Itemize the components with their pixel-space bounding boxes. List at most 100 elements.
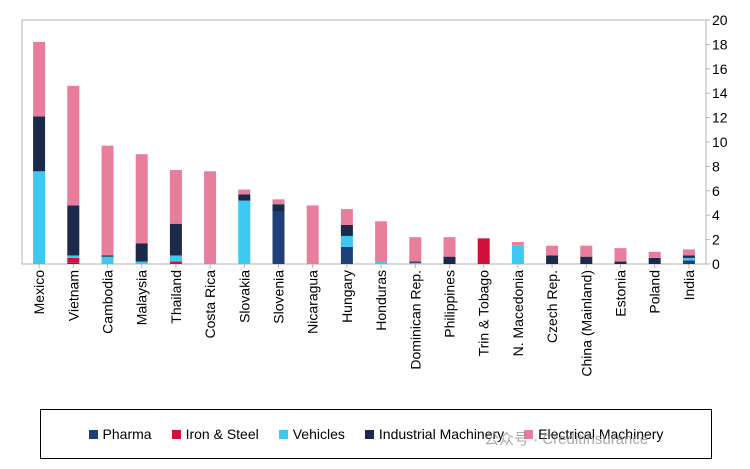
legend-label: Pharma bbox=[102, 426, 152, 442]
y-tick-label: 20 bbox=[712, 12, 728, 28]
x-tick-label: Slovakia bbox=[236, 270, 252, 323]
bar-segment bbox=[101, 255, 114, 257]
y-tick-label: 6 bbox=[712, 183, 720, 199]
legend-label: Vehicles bbox=[292, 426, 345, 442]
bar-segment bbox=[443, 237, 456, 257]
legend-swatch bbox=[278, 429, 288, 439]
bar-segment bbox=[614, 261, 627, 264]
bar-segment bbox=[238, 189, 251, 195]
x-tick-label: Honduras bbox=[373, 270, 389, 331]
x-tick-label: Thailand bbox=[168, 270, 184, 324]
bar-segment bbox=[546, 245, 559, 256]
x-tick-label: Czech Rep. bbox=[544, 270, 560, 343]
bar-segment bbox=[682, 260, 695, 264]
legend-label: Industrial Machinery bbox=[378, 426, 505, 442]
bar-segment bbox=[546, 255, 559, 264]
bar-segment bbox=[682, 249, 695, 256]
bar-segment bbox=[67, 262, 80, 264]
bar-segment bbox=[135, 154, 148, 244]
bar-segment bbox=[272, 204, 285, 212]
bar-segment bbox=[511, 245, 524, 264]
bar-segment bbox=[340, 246, 353, 264]
legend-swatch bbox=[364, 429, 374, 439]
x-tick-label: China (Mainland) bbox=[578, 270, 594, 377]
bar-segment bbox=[306, 205, 319, 264]
bar-segment bbox=[101, 145, 114, 256]
x-tick-label: Poland bbox=[647, 270, 663, 314]
legend: Pharma Iron & Steel Vehicles Industrial Mac… bbox=[40, 409, 712, 459]
legend-label: Electrical Machinery bbox=[538, 426, 664, 442]
bar-segment bbox=[340, 209, 353, 225]
y-tick-label: 10 bbox=[712, 134, 728, 150]
bar-segment bbox=[648, 251, 661, 258]
bar-segment bbox=[580, 245, 593, 257]
x-tick-label: Cambodia bbox=[100, 270, 116, 334]
bar-segment bbox=[67, 205, 80, 256]
bar-segment bbox=[272, 211, 285, 264]
legend-swatch bbox=[88, 429, 98, 439]
legend-swatch bbox=[524, 429, 534, 439]
bar-segment bbox=[409, 237, 422, 262]
bar-segment bbox=[375, 261, 388, 264]
y-tick-label: 12 bbox=[712, 110, 728, 126]
x-tick-label: Malaysia bbox=[134, 270, 150, 325]
x-tick-label: India bbox=[681, 270, 697, 301]
bar-segment bbox=[204, 171, 217, 264]
bar-segment bbox=[409, 261, 422, 263]
y-tick-label: 14 bbox=[712, 85, 728, 101]
legend-swatch bbox=[171, 429, 181, 439]
legend-item: Electrical Machinery bbox=[524, 426, 663, 442]
bar-segment bbox=[67, 257, 80, 263]
x-tick-label: Hungary bbox=[339, 270, 355, 323]
x-tick-label: Mexico bbox=[31, 270, 47, 315]
bar-segment bbox=[511, 242, 524, 246]
bar-segment bbox=[580, 256, 593, 264]
bar-segment bbox=[135, 243, 148, 262]
bar-segment bbox=[682, 257, 695, 261]
bar-segment bbox=[135, 261, 148, 264]
x-tick-label: Nicaragua bbox=[305, 270, 321, 334]
bar-segment bbox=[169, 223, 182, 256]
x-axis: Mexico Vietnam Cambodia Malaysia Thailand Cos… bbox=[31, 264, 697, 377]
bar-segment bbox=[67, 85, 80, 206]
x-tick-label: Philippines bbox=[442, 270, 458, 338]
y-tick-label: 18 bbox=[712, 36, 728, 52]
bars-layer bbox=[33, 41, 695, 264]
bar-segment bbox=[682, 255, 695, 258]
x-tick-label: N. Macedonia bbox=[510, 270, 526, 357]
bar-segment bbox=[409, 262, 422, 264]
bar-segment bbox=[340, 224, 353, 236]
bar-segment bbox=[33, 171, 46, 264]
bar-segment bbox=[648, 257, 661, 264]
bar-segment bbox=[238, 200, 251, 264]
bar-segment bbox=[340, 235, 353, 247]
bar-segment bbox=[67, 255, 80, 258]
bar-segment bbox=[169, 170, 182, 224]
x-tick-label: Vietnam bbox=[65, 270, 81, 321]
bar-segment bbox=[238, 194, 251, 201]
legend-item: Vehicles bbox=[278, 426, 345, 442]
y-tick-label: 16 bbox=[712, 61, 728, 77]
bar-segment bbox=[169, 261, 182, 264]
legend-item: Industrial Machinery bbox=[364, 426, 505, 442]
y-tick-label: 8 bbox=[712, 158, 720, 174]
bar-segment bbox=[375, 221, 388, 262]
x-tick-label: Dominican Rep. bbox=[407, 270, 423, 370]
bar-segment bbox=[614, 248, 627, 262]
legend-label: Iron & Steel bbox=[185, 426, 259, 442]
plot-area-border bbox=[21, 19, 707, 265]
bar-segment bbox=[33, 41, 46, 117]
legend-item: Pharma bbox=[88, 426, 152, 442]
legend-item: Iron & Steel bbox=[171, 426, 259, 442]
y-tick-label: 2 bbox=[712, 232, 720, 248]
x-tick-label: Slovenia bbox=[271, 270, 287, 324]
bar-segment bbox=[169, 255, 182, 262]
bar-segment bbox=[101, 256, 114, 264]
bar-segment bbox=[477, 238, 490, 264]
y-axis: 0 2 4 6 8 10 12 14 16 18 20 bbox=[706, 12, 728, 272]
y-tick-label: 0 bbox=[712, 256, 720, 272]
watermark: 公众号 · CreditInsurance bbox=[484, 431, 649, 448]
bar-segment bbox=[33, 116, 46, 172]
y-tick-label: 4 bbox=[712, 207, 720, 223]
